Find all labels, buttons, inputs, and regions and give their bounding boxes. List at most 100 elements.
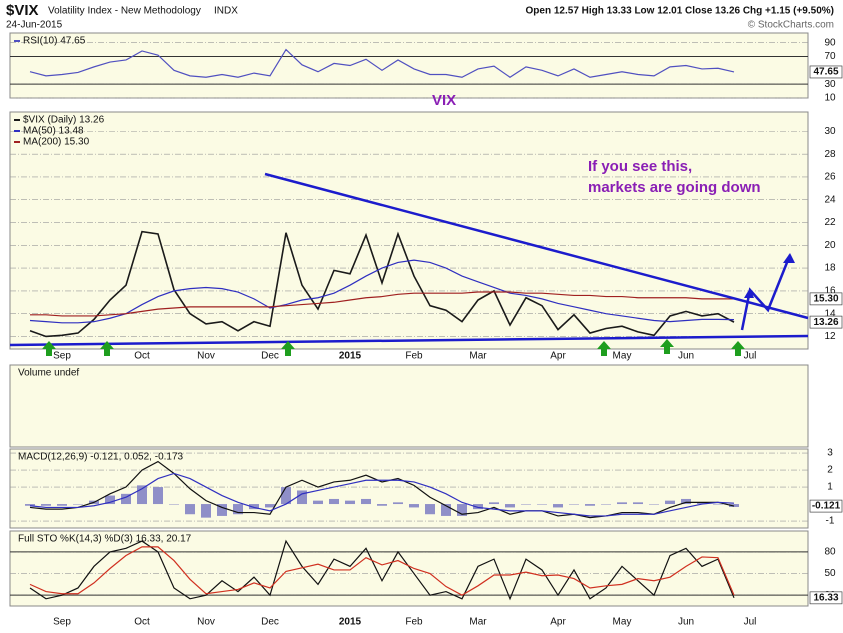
- drawings: [9, 172, 809, 347]
- histogram-bar: [57, 504, 67, 506]
- histogram-bar: [345, 500, 355, 505]
- y-tick-label: 30: [824, 79, 836, 90]
- panel-title: Full STO %K(14,3) %D(3) 16.33, 20.17: [18, 534, 192, 545]
- histogram-bar: [105, 495, 115, 505]
- up-arrow: [100, 341, 114, 356]
- end-label: -0.121: [812, 501, 841, 512]
- x-tick-label: 2015: [339, 351, 362, 362]
- support-line: [9, 334, 809, 347]
- histogram-bar: [425, 504, 435, 515]
- y-tick-label: 3: [827, 448, 833, 459]
- series-line: [30, 291, 734, 317]
- histogram-bar: [73, 504, 83, 505]
- series-line: [29, 539, 735, 601]
- legend-label: $VIX (Daily) 13.26: [23, 115, 105, 126]
- panel: [9, 364, 809, 448]
- x-tick-label: 2015: [339, 617, 362, 628]
- histogram-bar: [553, 504, 563, 508]
- histogram-bar: [489, 502, 499, 505]
- y-tick-label: 30: [824, 126, 836, 137]
- series-line: [29, 259, 735, 324]
- series-line: [29, 546, 735, 596]
- legend-label: MA(200) 15.30: [23, 137, 90, 148]
- panel: [9, 111, 809, 350]
- y-tick-label: 20: [824, 240, 836, 251]
- annotation: If you see this,: [588, 158, 692, 175]
- end-label-box: [809, 499, 843, 513]
- x-tick-label: Feb: [405, 351, 423, 362]
- up-arrow: [597, 341, 611, 356]
- histogram-bar: [169, 504, 179, 505]
- histogram-bar: [473, 504, 483, 510]
- histogram-bar: [137, 485, 147, 505]
- y-tick-label: 1: [827, 482, 833, 493]
- y-tick-label: 16: [824, 286, 836, 297]
- histogram-bar: [265, 504, 275, 508]
- symbol: $VIX: [6, 2, 39, 19]
- histogram-bar: [713, 504, 723, 505]
- histogram-bar: [441, 504, 451, 516]
- x-tick-label: Apr: [550, 351, 566, 362]
- histogram-bar: [617, 502, 627, 505]
- histogram-bar: [665, 500, 675, 505]
- exchange: INDX: [214, 6, 238, 17]
- end-label-box: [809, 65, 843, 79]
- histogram-bar: [569, 504, 579, 505]
- histogram-bar: [633, 502, 643, 505]
- y-tick-label: 26: [824, 172, 836, 183]
- arrow-head: [744, 288, 754, 298]
- histogram-bar: [153, 487, 163, 505]
- histogram-bar: [505, 504, 515, 508]
- histogram-bar: [361, 498, 371, 505]
- histogram-bar: [537, 504, 547, 505]
- histogram-bar: [393, 502, 403, 505]
- y-tick-label: 18: [824, 263, 836, 274]
- credit: © StockCharts.com: [748, 20, 834, 31]
- up-arrow: [731, 341, 745, 356]
- up-arrow: [42, 341, 56, 356]
- x-tick-label: Mar: [469, 351, 487, 362]
- arrow-head: [783, 253, 795, 263]
- series-line: [29, 472, 735, 517]
- series-line: [29, 230, 735, 338]
- quote: Open 12.57 High 13.33 Low 12.01 Close 13…: [526, 6, 834, 17]
- y-tick-label: 2: [827, 465, 833, 476]
- series-line: [29, 460, 735, 519]
- y-tick-label: 28: [824, 149, 836, 160]
- trendline: [264, 172, 809, 320]
- panel-title: Volume undef: [18, 368, 79, 379]
- up-arrow: [660, 339, 674, 354]
- histogram-bar: [601, 504, 611, 505]
- x-tick-label: Jul: [744, 351, 757, 362]
- x-tick-label: Dec: [261, 617, 279, 628]
- x-tick-label: Jul: [744, 617, 757, 628]
- index-name: Volatility Index - New Methodology: [48, 6, 201, 17]
- x-tick-label: May: [613, 351, 632, 362]
- y-tick-label: 14: [824, 308, 836, 319]
- end-label: 47.65: [813, 67, 838, 78]
- date: 24-Jun-2015: [6, 20, 63, 31]
- y-tick-label: 50: [824, 568, 836, 579]
- histogram-bar: [681, 498, 691, 505]
- end-label-box: [809, 292, 843, 306]
- histogram-bar: [329, 498, 339, 505]
- x-tick-label: Nov: [197, 617, 215, 628]
- x-tick-label: Sep: [53, 617, 71, 628]
- histogram-bar: [249, 504, 259, 510]
- histogram-bar: [521, 504, 531, 505]
- end-label: 16.33: [813, 592, 838, 603]
- x-tick-label: Mar: [469, 617, 487, 628]
- legend-label: RSI(10) 47.65: [23, 36, 86, 47]
- histogram-bar: [649, 504, 659, 505]
- histogram-bar: [41, 504, 51, 506]
- end-label-box: [809, 315, 843, 329]
- y-tick-label: 90: [824, 37, 836, 48]
- histogram-bar: [121, 493, 131, 505]
- panel: [9, 530, 809, 607]
- histogram-bar: [25, 504, 35, 506]
- y-tick-label: 80: [824, 547, 836, 558]
- histogram-bar: [201, 504, 211, 518]
- x-tick-label: Feb: [405, 617, 423, 628]
